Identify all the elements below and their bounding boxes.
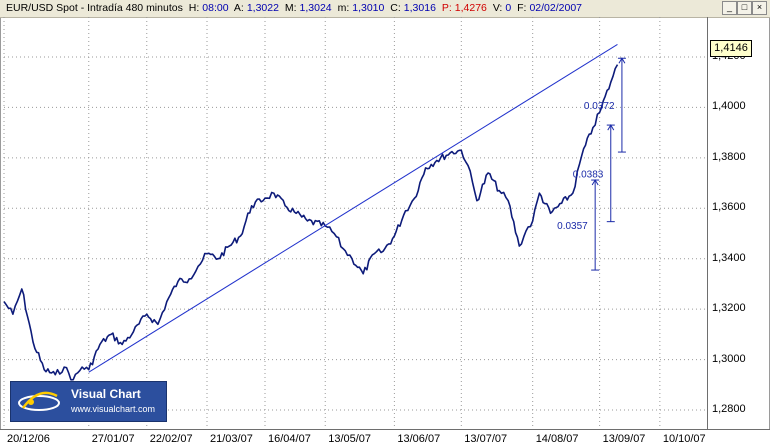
measurement-range[interactable]: 0.0357 [557, 179, 600, 271]
x-tick-label: 13/05/07 [328, 433, 372, 445]
measurement-label: 0.0357 [557, 221, 588, 232]
quote-close: 1,3016 [403, 2, 436, 14]
y-tick-label: 1,3400 [712, 251, 746, 264]
x-tick-label: 13/06/07 [397, 433, 441, 445]
quote-open-label: A: [233, 2, 244, 14]
symbol-title: EUR/USD Spot - Intradía 480 minutos [6, 2, 183, 14]
last-price-tag: 1,4146 [710, 40, 752, 57]
measurement-arrow [618, 57, 626, 64]
price-axis[interactable]: 1,42001,40001,38001,36001,34001,32001,30… [707, 17, 770, 429]
measurement-arrow [591, 179, 599, 186]
chart-grid [0, 17, 707, 429]
y-tick-label: 1,4000 [712, 100, 746, 113]
quote-p-label: P: [441, 2, 452, 14]
quote-date: 02/02/2007 [529, 2, 583, 14]
measurement-label: 0.0372 [584, 101, 615, 112]
x-tick-label: 27/01/07 [91, 433, 135, 445]
quote-hour-label: H: [188, 2, 200, 14]
logo-url: www.visualchart.com [71, 404, 156, 414]
measurement-range[interactable]: 0.0372 [584, 57, 626, 153]
y-tick-label: 1,3000 [712, 352, 746, 365]
date-axis[interactable]: 20/12/06 27/01/07 22/02/07 21/03/07 16/04/07… [0, 429, 770, 448]
measurement-label: 0.0383 [573, 169, 604, 180]
logo-name: Visual Chart [71, 387, 141, 401]
x-tick-label: 14/08/07 [535, 433, 579, 445]
x-tick-label: 20/12/06 [7, 433, 50, 445]
x-tick-label: 13/07/07 [464, 433, 508, 445]
measurement-arrow [607, 124, 615, 131]
price-series-line [3, 64, 619, 381]
quote-open: 1,3022 [246, 2, 279, 14]
close-button[interactable]: × [752, 1, 767, 15]
quote-volume-label: V: [492, 2, 503, 14]
x-tick-label: 16/04/07 [268, 433, 311, 445]
chart-marks: 0.0357 0.0383 0.0372 [3, 43, 626, 381]
maximize-button[interactable]: □ [737, 1, 752, 15]
quote-low: 1,3010 [352, 2, 385, 14]
x-tick-label: 10/10/07 [662, 433, 706, 445]
y-tick-label: 1,2800 [712, 403, 746, 415]
minimize-button[interactable]: _ [722, 1, 737, 15]
quote-p: 1,4276 [454, 2, 487, 14]
x-tick-label: 22/02/07 [149, 433, 193, 445]
y-tick-label: 1,3600 [712, 201, 746, 214]
price-chart-area[interactable]: 0.0357 0.0383 0.0372 [0, 17, 707, 429]
y-tick-label: 1,3200 [712, 302, 746, 315]
quote-header: EUR/USD Spot - Intradía 480 minutos H: 08… [6, 2, 585, 14]
quote-date-label: F: [517, 2, 527, 14]
quote-high-label: M: [284, 2, 297, 14]
x-tick-label: 13/09/07 [602, 433, 646, 445]
logo-swoosh-icon [18, 391, 60, 411]
quote-volume: 0 [505, 2, 512, 14]
visual-chart-logo: Visual Chart www.visualchart.com [10, 381, 167, 422]
quote-hour: 08:00 [202, 2, 229, 14]
quote-close-label: C: [390, 2, 401, 14]
trendline[interactable] [88, 43, 618, 373]
quote-low-label: m: [337, 2, 350, 14]
title-bar: EUR/USD Spot - Intradía 480 minutos H: 08… [0, 0, 770, 18]
y-tick-label: 1,3800 [712, 150, 746, 163]
x-tick-label: 21/03/07 [210, 433, 253, 445]
quote-high: 1,3024 [299, 2, 332, 14]
measurement-range[interactable]: 0.0383 [573, 124, 615, 223]
